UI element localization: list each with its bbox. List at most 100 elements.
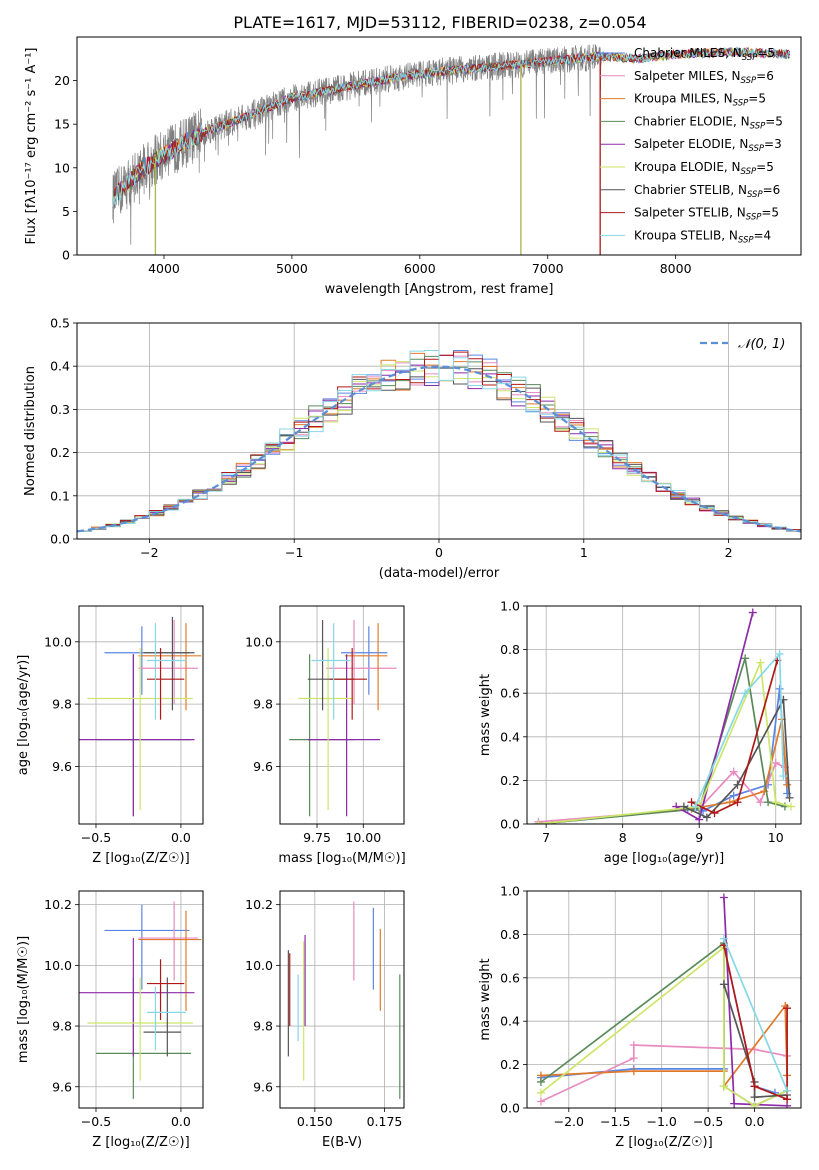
series-salpeter-stelib (687, 656, 782, 818)
errorbar-salpeter-stelib (329, 648, 367, 720)
plot-area-spectrum (112, 44, 791, 255)
x-tick-label: 4000 (148, 261, 180, 276)
y-tick-label: 0.4 (50, 359, 70, 374)
chart-mass_vs_ebv: 0.150 0.175 9.6 9.8 10.0 10.2 E(B-V) (245, 890, 405, 1150)
series-line (723, 945, 788, 1101)
series-marker (787, 802, 796, 811)
chart-residuals: −2 −1 0 1 2 0.0 0.1 0.2 0.3 0.4 0.5 (data-model)/er… (23, 316, 802, 581)
y-tick-label: 10.2 (44, 897, 72, 912)
y-tick-label: 0.1 (50, 488, 70, 503)
errorbar-salpeter-elodie (79, 654, 195, 817)
hist-kroupa-stelib (77, 349, 801, 532)
series-kroupa-stelib (691, 649, 788, 811)
axes-frame (526, 890, 802, 1109)
errorbar-kroupa-elodie (87, 977, 193, 1081)
errorbar-kroupa-stelib (311, 623, 351, 720)
y-tick-label: 10 (54, 160, 70, 175)
errorbar-salpeter-elodie (307, 654, 380, 817)
legend-label: 𝒩(0, 1) (738, 337, 785, 352)
y-tick-label: 15 (54, 117, 70, 132)
x-axis-label: (data-model)/error (379, 566, 500, 581)
legend-label: Chabrier ELODIE, NSSP=5 (634, 114, 783, 131)
series-kroupa-elodie (534, 658, 796, 824)
series-salpeter-elodie (672, 608, 757, 824)
errorbar-kroupa-elodie (87, 648, 193, 810)
y-tick-label: 0.4 (500, 729, 520, 744)
x-tick-label: 7 (542, 830, 550, 845)
series-marker (725, 798, 734, 807)
chart-weight_vs_age: 7 8 9 10 0.0 0.2 0.4 0.6 0.8 1.0 age [log₁₀(age/yr… (478, 599, 802, 866)
y-tick-label: 9.6 (52, 1079, 72, 1094)
legend-label: Salpeter STELIB, NSSP=5 (634, 206, 779, 223)
x-tick-label: 0.0 (745, 1114, 765, 1129)
series-chabrier-elodie (534, 654, 789, 824)
series-marker (733, 798, 742, 807)
series-marker (783, 1004, 792, 1013)
x-tick-label: −0.5 (693, 1114, 723, 1129)
plot-area-mass_vs_ebv (287, 901, 401, 1099)
y-tick-label: 0.0 (500, 1101, 520, 1116)
series-marker (748, 608, 757, 617)
y-axis-label: Normed distribution (23, 366, 38, 496)
x-axis-label: age [log₁₀(age/yr)] (604, 851, 725, 866)
series-line (691, 660, 779, 815)
x-tick-label: 8 (619, 830, 627, 845)
series-marker (756, 798, 765, 807)
y-tick-label: 0.2 (500, 1057, 520, 1072)
y-tick-label: 9.8 (52, 1019, 72, 1034)
x-tick-label: −1.5 (600, 1114, 630, 1129)
y-tick-label: 9.6 (253, 759, 273, 774)
series-marker (779, 772, 788, 781)
series-marker (750, 1082, 759, 1091)
series-marker (741, 654, 750, 663)
series-marker (629, 1041, 638, 1050)
y-tick-label: 0.5 (50, 316, 70, 331)
x-axis-label: wavelength [Angstrom, rest frame] (325, 282, 554, 297)
y-axis-label: age [log₁₀(age/yr)] (16, 655, 31, 776)
legend-label: Kroupa STELIB, NSSP=4 (634, 228, 771, 245)
series-marker (687, 798, 696, 807)
x-tick-label: 10 (768, 830, 784, 845)
series-marker (775, 684, 784, 693)
series-marker (691, 802, 700, 811)
series-marker (702, 813, 711, 822)
errorbar-salpeter-miles (138, 901, 198, 981)
x-tick-label: 1 (580, 545, 588, 560)
x-tick-label: 9.75 (303, 830, 331, 845)
x-tick-label: −1 (285, 545, 303, 560)
figure-title: PLATE=1617, MJD=53112, FIBERID=0238, z=0… (233, 13, 646, 32)
y-tick-label: 0 (62, 248, 70, 263)
y-tick-label: 10.0 (245, 634, 273, 649)
x-tick-label: −2 (140, 545, 158, 560)
y-tick-label: 9.8 (52, 697, 72, 712)
spectrum-legend: Chabrier MILES, NSSP=5 Salpeter MILES, NS… (600, 46, 783, 245)
y-tick-label: 1.0 (500, 884, 520, 899)
chart-spectrum: 4000 5000 6000 7000 8000 0 5 10 15 20 wavelength [… (24, 36, 802, 297)
series-marker (741, 689, 750, 698)
series-marker (729, 767, 738, 776)
chart-age_vs_mass: 9.75 10.00 9.6 9.8 10.0 mass [log₁₀(M/M☉)] (245, 605, 406, 866)
y-tick-label: 10.2 (245, 897, 273, 912)
x-axis-label: E(B-V) (322, 1135, 362, 1150)
errorbar-salpeter-miles (326, 620, 397, 705)
axes-frame (76, 36, 802, 256)
y-tick-label: 9.6 (253, 1079, 273, 1094)
y-tick-label: 0.8 (500, 642, 520, 657)
errorbar-kroupa-elodie (298, 648, 355, 810)
y-tick-label: 10.0 (245, 958, 273, 973)
y-axis-label: mass weight (478, 958, 493, 1040)
y-tick-label: 0.3 (50, 402, 70, 417)
series-marker (750, 1093, 759, 1102)
series-marker (719, 893, 728, 902)
series-marker (719, 980, 728, 989)
errorbar-salpeter-elodie (79, 938, 195, 1057)
x-tick-label: −0.5 (81, 830, 111, 845)
errorbar-salpeter-stelib (146, 648, 185, 720)
series-line (540, 941, 788, 1107)
series-marker (536, 1077, 545, 1086)
series-salpeter-miles (534, 758, 789, 824)
series-marker (536, 1097, 545, 1106)
errorbar-chabrier-miles (104, 904, 190, 990)
errorbar-chabrier-elodie (95, 977, 192, 1099)
